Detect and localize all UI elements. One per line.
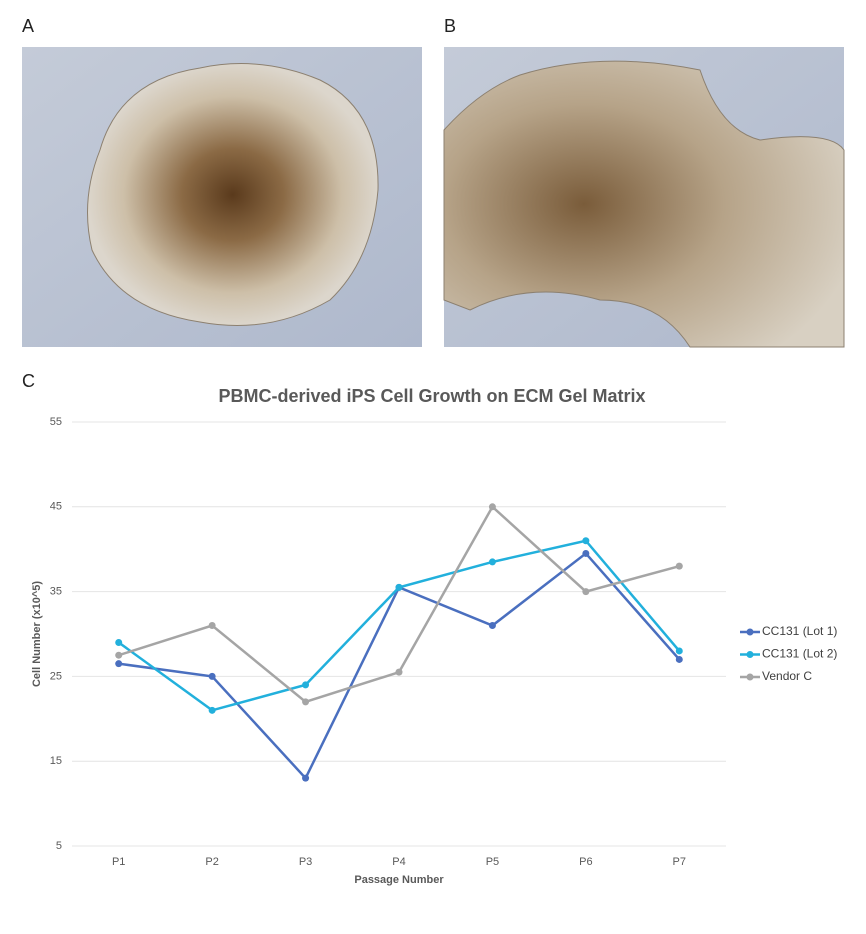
legend-label: Vendor C	[762, 669, 812, 683]
data-point	[395, 583, 403, 591]
x-tick-label: P4	[392, 856, 405, 868]
x-tick-label: P2	[205, 856, 218, 868]
x-tick-label: P1	[112, 856, 125, 868]
data-point	[488, 503, 496, 511]
x-tick-label: P7	[673, 856, 686, 868]
data-point	[488, 558, 496, 566]
image-a	[22, 47, 422, 347]
panel-label: B	[444, 16, 456, 36]
image-b	[443, 47, 845, 348]
x-tick-label: P5	[486, 856, 499, 868]
series-line	[117, 539, 681, 712]
y-tick-label: 45	[50, 501, 62, 513]
data-point	[582, 537, 590, 545]
data-point	[582, 549, 590, 557]
legend-label: CC131 (Lot 2)	[762, 647, 837, 661]
y-tick-label: 25	[50, 670, 62, 682]
panel-label: A	[22, 16, 34, 36]
x-tick-label: P6	[579, 856, 592, 868]
y-tick-label: 15	[50, 755, 62, 767]
data-point	[488, 622, 496, 630]
data-point	[582, 588, 590, 596]
panel-label: C	[22, 371, 35, 391]
data-point	[115, 660, 123, 668]
legend-marker	[746, 628, 754, 636]
y-axis-title: Cell Number (x10^5)	[31, 581, 43, 687]
data-point	[675, 562, 683, 570]
data-point	[675, 655, 683, 663]
data-point	[208, 622, 216, 630]
y-tick-label: 55	[50, 416, 62, 428]
legend-label: CC131 (Lot 1)	[762, 624, 837, 638]
data-point	[115, 638, 123, 646]
x-tick-label: P3	[299, 856, 312, 868]
data-point	[395, 668, 403, 676]
data-point	[675, 647, 683, 655]
legend-marker	[746, 673, 754, 681]
chart-title: PBMC-derived iPS Cell Growth on ECM Gel …	[218, 386, 645, 406]
data-point	[302, 774, 310, 782]
y-tick-label: 5	[56, 840, 62, 852]
data-point	[208, 706, 216, 714]
data-point	[302, 698, 310, 706]
y-tick-label: 35	[50, 586, 62, 598]
x-axis-title: Passage Number	[354, 874, 444, 886]
legend-marker	[746, 651, 754, 658]
data-point	[115, 651, 123, 659]
data-point	[208, 672, 216, 680]
data-point	[302, 681, 310, 689]
